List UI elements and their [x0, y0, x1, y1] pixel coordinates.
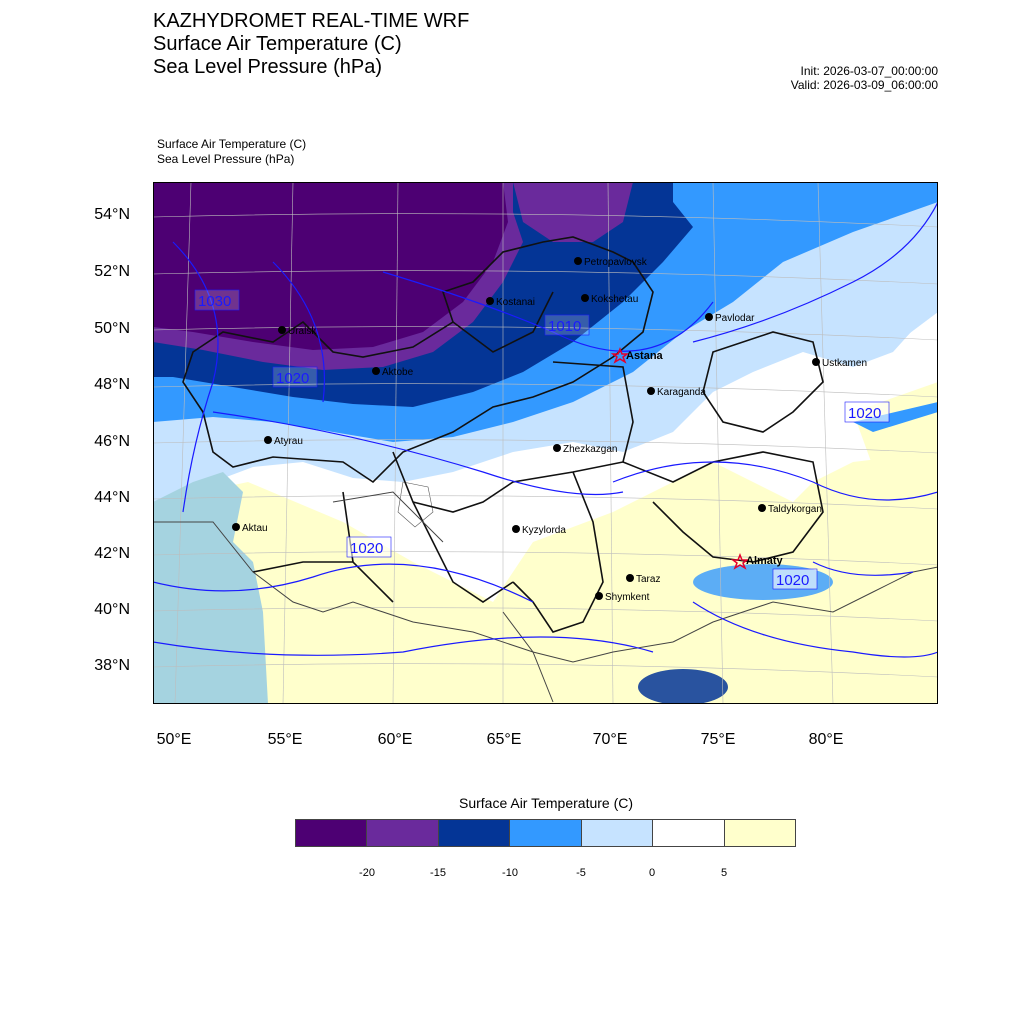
city-label: Aktobe	[382, 367, 414, 378]
city-marker	[512, 525, 520, 533]
colorbar-box	[296, 820, 368, 846]
colorbar-tick: -10	[502, 867, 518, 879]
city-label: Shymkent	[605, 592, 650, 603]
lon-label: 80°E	[808, 731, 844, 748]
city-label: Kokshetau	[591, 294, 638, 305]
isobar-label: 1020	[276, 370, 309, 387]
city-label-capital: Astana	[626, 350, 664, 362]
city-marker	[812, 358, 820, 366]
isobar-labels: 1030 1020 1010 1020 1020 1020	[194, 289, 890, 590]
main-title: KAZHYDROMET REAL-TIME WRF	[153, 10, 470, 32]
lat-label: 40°N	[94, 601, 130, 618]
colorbar-box	[438, 820, 511, 846]
city-marker	[705, 313, 713, 321]
city-marker	[581, 294, 589, 302]
graticule	[153, 182, 938, 704]
aral-sea	[397, 481, 434, 528]
band-minus5-east	[853, 402, 938, 432]
capital-star-icon	[730, 552, 750, 570]
isobar-label: 1020	[776, 572, 809, 589]
mountain-cold-patch	[638, 669, 728, 704]
city-marker	[232, 523, 240, 531]
lat-label: 48°N	[94, 376, 130, 393]
forecast-map: 1030 1020 1010 1020 1020 1020 Petropavlo…	[153, 182, 938, 704]
lon-label: 70°E	[592, 731, 628, 748]
city-label: Pavlodar	[715, 313, 755, 324]
isobar-label: 1020	[350, 540, 383, 557]
temperature-title: Surface Air Temperature (C)	[153, 33, 402, 55]
city-marker	[278, 326, 286, 334]
colorbar-box	[653, 820, 725, 846]
colorbar-box	[724, 820, 795, 846]
band-below-minus20	[153, 182, 508, 350]
lon-label: 55°E	[267, 731, 303, 748]
lat-label: 44°N	[94, 489, 130, 506]
city-label: Taraz	[636, 574, 660, 585]
lat-label: 46°N	[94, 433, 130, 450]
city-label: Karaganda	[657, 387, 706, 398]
band-0-minus5-patch	[843, 242, 938, 342]
band-warm	[153, 452, 938, 704]
band-minus15-north	[513, 182, 633, 242]
city-label: Uralsk	[288, 326, 317, 337]
city-marker	[553, 444, 561, 452]
pressure-title: Sea Level Pressure (hPa)	[153, 56, 383, 78]
city-marker	[574, 257, 582, 265]
capital-star-icon	[610, 346, 630, 364]
city-marker	[486, 297, 494, 305]
city-marker	[595, 592, 603, 600]
lon-label: 65°E	[486, 731, 522, 748]
city-marker	[626, 574, 634, 582]
valid-time: Valid: 2026-03-09_06:00:00	[790, 78, 938, 92]
lat-label: 38°N	[94, 657, 130, 674]
lat-label: 54°N	[94, 206, 130, 223]
isobar-label: 1030	[198, 293, 231, 310]
title-block: KAZHYDROMET REAL-TIME WRF Surface Air Te…	[153, 10, 469, 79]
run-info: Init: 2026-03-07_00:00:00 Valid: 2026-03…	[791, 64, 938, 92]
lat-label: 50°N	[94, 320, 130, 337]
city-marker	[372, 367, 380, 375]
city-label: Kyzylorda	[522, 525, 566, 536]
city-label-capital: Almaty	[746, 555, 784, 567]
field-pressure: Sea Level Pressure (hPa)	[157, 152, 295, 166]
city-label: Zhezkazgan	[563, 444, 617, 455]
lon-label: 60°E	[377, 731, 413, 748]
cities: Petropavlovsk Kostanai Kokshetau Pavloda…	[232, 257, 867, 603]
lon-label: 75°E	[700, 731, 736, 748]
map-frame	[153, 182, 938, 704]
city-label: Taldykorgan	[768, 504, 822, 515]
field-temperature: Surface Air Temperature (C)	[157, 137, 307, 151]
city-label: Petropavlovsk	[584, 257, 648, 268]
map-panel: 1030 1020 1010 1020 1020 1020 Petropavlo…	[153, 182, 938, 704]
isobar-label: 1020	[848, 405, 881, 422]
colorbar-box	[581, 820, 654, 846]
colorbar-title: Surface Air Temperature (C)	[458, 795, 634, 811]
colorbar-tick: 5	[720, 867, 728, 879]
colorbar	[295, 819, 796, 847]
colorbar-tick: -5	[576, 867, 586, 879]
colorbar-tick: -15	[430, 867, 446, 879]
lat-label: 42°N	[94, 545, 130, 562]
city-label: Aktau	[242, 523, 268, 534]
isobars	[153, 201, 938, 658]
city-label: Kostanai	[496, 297, 535, 308]
colorbar-tick: -20	[359, 867, 375, 879]
colorbar-box	[510, 820, 582, 846]
city-marker	[647, 387, 655, 395]
colorbar-tick: 0	[648, 867, 656, 879]
field-legend: Surface Air Temperature (C) Sea Level Pr…	[157, 137, 306, 167]
city-label: Ustkamen	[822, 358, 867, 369]
isobar-label: 1010	[548, 318, 581, 335]
init-time: Init: 2026-03-07_00:00:00	[800, 64, 938, 78]
city-label: Atyrau	[274, 436, 303, 447]
city-marker	[758, 504, 766, 512]
lon-label: 50°E	[156, 731, 192, 748]
lat-label: 52°N	[94, 263, 130, 280]
city-marker	[264, 436, 272, 444]
colorbar-box	[367, 820, 439, 846]
region-boundaries	[182, 236, 824, 633]
